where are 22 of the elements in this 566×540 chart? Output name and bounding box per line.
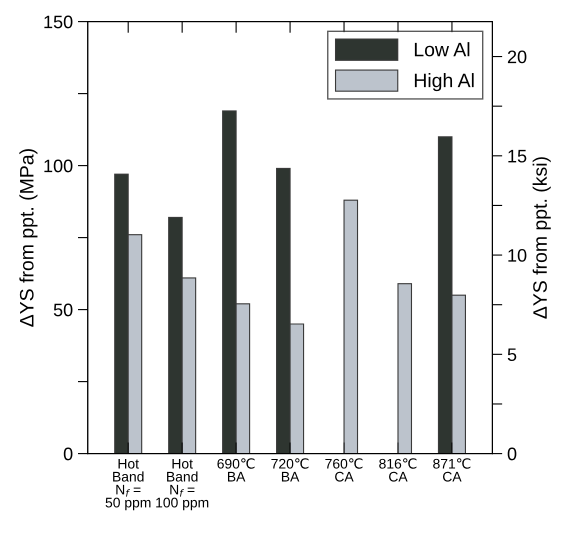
- bar: [397, 283, 412, 454]
- bar: [343, 200, 358, 454]
- x-tick-label: 720℃ BA: [271, 458, 308, 482]
- x-tick-label: Hot Band N$_{f}$ = 100 ppm: [156, 458, 208, 510]
- y-tick-label: 150: [44, 16, 72, 28]
- y-tick-label: 100: [44, 160, 72, 172]
- y2-tick-label: 20: [508, 50, 526, 64]
- x-tick-label: Hot Band N$_{f}$ = 50 ppm: [106, 458, 150, 510]
- y2-tick-label: 10: [508, 249, 526, 262]
- x-tick-label: 690℃ BA: [217, 458, 255, 482]
- y-tick-label: 0: [64, 448, 72, 460]
- y2-tick-label: 15: [508, 150, 526, 163]
- x-tick-label: 871℃ CA: [433, 458, 470, 482]
- x-tick-label: 760℃ CA: [325, 458, 362, 482]
- y2-tick-label: 5: [508, 348, 516, 362]
- x-tick-label: 816℃ CA: [379, 458, 416, 482]
- legend-label: Low Al: [414, 42, 470, 56]
- y-axis-title: ΔYS from ppt. (MPa): [19, 149, 38, 327]
- y-tick-label: 50: [54, 304, 72, 316]
- legend-label: High Al: [414, 73, 474, 92]
- y2-axis-title: ΔYS from ppt. (ksi): [532, 157, 551, 319]
- y2-tick-label: 0: [508, 448, 516, 460]
